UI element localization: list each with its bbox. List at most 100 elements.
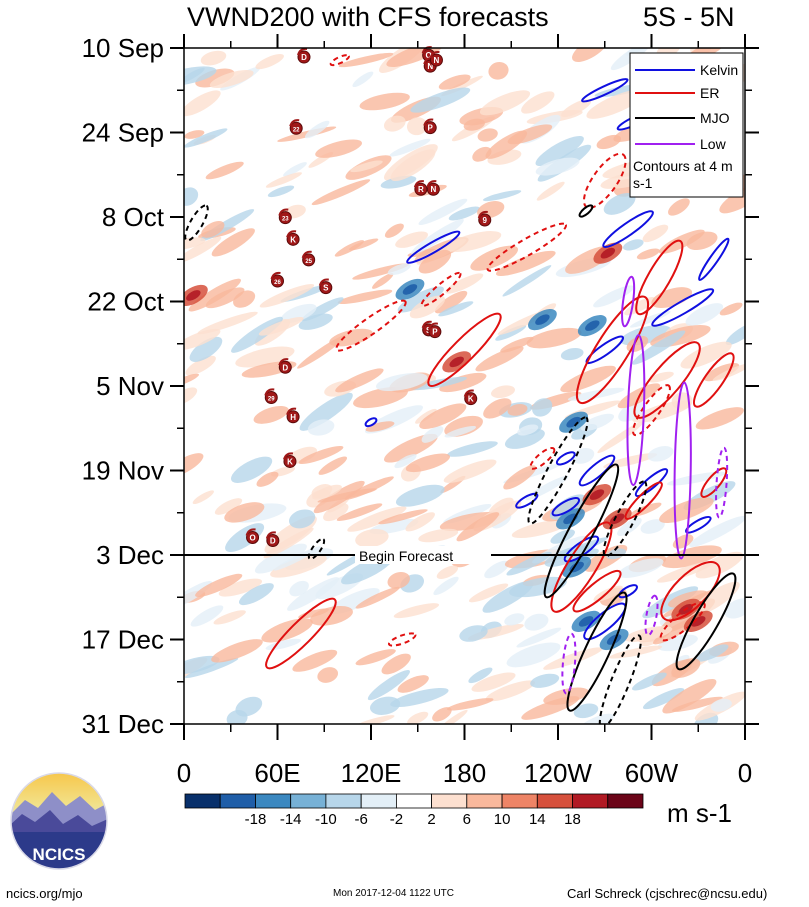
- field-blob: [439, 709, 468, 724]
- field-blob: [680, 341, 732, 369]
- colorbar-swatch: [572, 793, 609, 809]
- field-blob: [617, 517, 642, 537]
- field-blob: [491, 385, 515, 399]
- field-blob: [312, 484, 342, 500]
- field-blob: [418, 528, 459, 543]
- storm-marker-dot: [302, 253, 316, 267]
- field-blob: [350, 160, 383, 173]
- storm-marker-dot: [286, 232, 300, 246]
- x-tick-label: 0: [738, 758, 752, 788]
- colorbar-swatch: [360, 793, 397, 809]
- field-blob: [201, 220, 225, 238]
- field-blob: [617, 558, 664, 578]
- storm-marker-label: K: [287, 457, 293, 466]
- field-blob: [370, 696, 401, 715]
- field-blob: [347, 506, 407, 532]
- field-blob: [475, 346, 524, 372]
- field-core-inner: [535, 314, 550, 325]
- field-blob: [209, 69, 254, 89]
- footer-center: Mon 2017-12-04 1122 UTC: [333, 888, 454, 899]
- y-tick-label: 17 Dec: [82, 625, 164, 655]
- field-core-inner: [610, 513, 625, 525]
- storm-marker-dot: [271, 274, 284, 288]
- field-blob: [211, 639, 263, 663]
- field-blob: [323, 503, 349, 522]
- field-blob: [301, 297, 344, 322]
- colorbar-tick-label: -2: [390, 811, 403, 828]
- colorbar-swatch: [325, 793, 362, 809]
- field-blob: [656, 561, 714, 583]
- field-blob: [642, 688, 685, 710]
- field-blob: [238, 583, 274, 606]
- field-blob: [211, 228, 255, 257]
- field-blob: [280, 303, 317, 323]
- field-blob: [695, 407, 744, 430]
- storm-marker-tail: [318, 278, 329, 286]
- field-blob: [255, 54, 284, 70]
- wave-contour: [550, 521, 613, 613]
- field-blob: [184, 453, 204, 477]
- colorbar-tick-label: 10: [494, 811, 511, 828]
- field-blob: [258, 316, 304, 336]
- field-blob: [689, 516, 745, 547]
- field-blob: [623, 239, 644, 251]
- storm-marker: N: [429, 50, 443, 67]
- field-blob: [205, 287, 245, 309]
- storm-marker-tail: [286, 230, 297, 238]
- field-blob: [387, 263, 411, 276]
- field-blob: [432, 707, 452, 722]
- wave-contour: [555, 451, 576, 466]
- field-core-inner: [600, 247, 616, 259]
- field-blob: [438, 74, 471, 90]
- logo-text: NCICS: [33, 845, 86, 864]
- field-blob: [310, 605, 353, 626]
- field-blob: [355, 586, 400, 609]
- field-blob: [443, 459, 497, 483]
- field-blob: [407, 248, 438, 257]
- legend-label-er: ER: [700, 85, 719, 101]
- wave-contour: [651, 288, 715, 327]
- field-blob: [479, 90, 531, 116]
- wave-contour: [632, 384, 671, 437]
- storm-marker-dot: [286, 410, 300, 424]
- axes: 10 Sep 24 Sep 8 Oct 22 Oct 5 Nov 19 Nov 3 Dec 1…: [82, 33, 759, 788]
- field-blob: [410, 219, 464, 255]
- field-blob: [270, 554, 327, 578]
- field-blob: [484, 560, 510, 579]
- field-blob: [226, 709, 248, 724]
- storm-marker-dot: [429, 53, 443, 67]
- field-blob: [184, 130, 205, 139]
- footer-left[interactable]: ncics.org/mjo: [6, 886, 83, 901]
- field-blob: [297, 335, 346, 369]
- field-blob: [263, 527, 314, 559]
- storm-marker: K: [283, 452, 297, 468]
- storm-marker-dot: [266, 534, 280, 548]
- wave-contour: [634, 468, 669, 498]
- field-blob: [632, 672, 667, 691]
- storm-marker-label: P: [432, 328, 438, 337]
- storm-marker: D: [265, 531, 280, 548]
- field-blob: [651, 287, 693, 309]
- storm-marker-label: N: [427, 62, 433, 71]
- wave-contour: [693, 352, 735, 408]
- legend-label-mjo: MJO: [700, 110, 730, 126]
- field-blob: [500, 336, 534, 353]
- field-blob: [477, 128, 498, 142]
- wave-contour: [486, 222, 567, 272]
- field-blob: [573, 703, 599, 719]
- wave-contour: [543, 463, 620, 599]
- field-blob: [365, 421, 395, 432]
- field-blob: [445, 273, 484, 294]
- field-blob: [535, 157, 580, 176]
- field-blob: [661, 545, 722, 569]
- field-blob: [415, 408, 437, 424]
- field-blob: [671, 696, 723, 712]
- wave-contour: [329, 54, 350, 67]
- field-blob: [560, 365, 616, 393]
- y-tick-label: 31 Dec: [82, 709, 164, 739]
- field-blob: [397, 286, 444, 313]
- storm-marker-tail: [423, 118, 434, 126]
- field-core-inner: [402, 284, 418, 295]
- field-blob: [521, 696, 580, 720]
- colorbar-swatch: [536, 793, 573, 809]
